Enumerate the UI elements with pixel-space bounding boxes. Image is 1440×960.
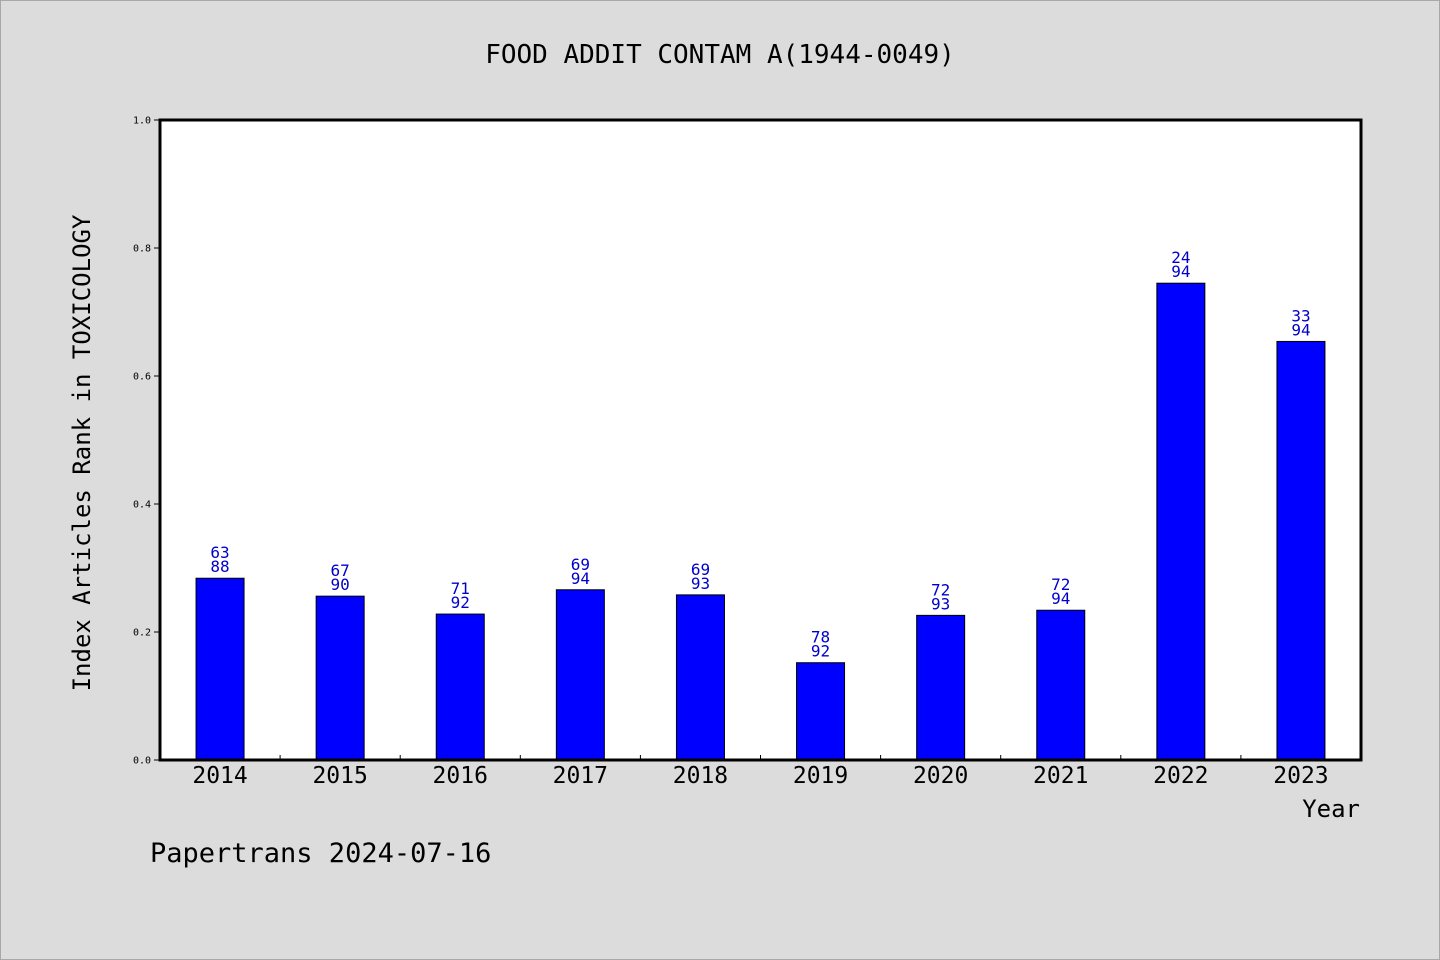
bar-2017 [555, 589, 605, 761]
bar-label-total-2014: 88 [210, 557, 229, 576]
y-tick-label-1.0: 1.0 [133, 116, 151, 127]
y-tick-label-0.4: 0.4 [133, 500, 151, 511]
y-tick-label-0.0: 0.0 [133, 756, 151, 767]
bar-label-total-2015: 90 [331, 575, 350, 594]
y-tick-label-0.2: 0.2 [133, 628, 151, 639]
bar-2022 [1156, 282, 1206, 761]
y-tick-label-0.8: 0.8 [133, 244, 151, 255]
bar-label-total-2018: 93 [691, 574, 710, 593]
bar-label-total-2022: 94 [1171, 262, 1190, 281]
bar-label-rank-2023: 33 [1291, 306, 1310, 325]
chart-title: FOOD ADDIT CONTAM A(1944-0049) [485, 40, 955, 70]
bar-2021 [1036, 609, 1086, 761]
x-tick-label-2023: 2023 [1273, 763, 1328, 789]
x-tick-label-2016: 2016 [433, 763, 488, 789]
bars-group [195, 282, 1326, 761]
bar-2023 [1276, 340, 1326, 761]
y-axis-ticks: 0.0 0.2 0.4 0.6 0.8 1.0 [133, 116, 160, 767]
bar-label-rank-2022: 24 [1171, 248, 1190, 267]
bar-label-rank-2017: 69 [571, 555, 590, 574]
x-tick-label-2017: 2017 [553, 763, 608, 789]
bar-label-rank-2015: 67 [331, 561, 350, 580]
bar-label-rank-2021: 72 [1051, 575, 1070, 594]
bar-label-total-2020: 93 [931, 594, 950, 613]
bar-label-total-2017: 94 [571, 569, 590, 588]
footer-credit: Papertrans 2024-07-16 [150, 838, 491, 869]
bar-2014 [195, 577, 245, 761]
bar-label-rank-2018: 69 [691, 560, 710, 579]
bar-label-total-2023: 94 [1291, 320, 1310, 339]
x-tick-label-2018: 2018 [673, 763, 728, 789]
y-axis-label: Index Articles Rank in TOXICOLOGY [68, 214, 96, 691]
x-tick-label-2021: 2021 [1033, 763, 1088, 789]
bar-2016 [435, 613, 485, 761]
bar-label-total-2021: 94 [1051, 589, 1070, 608]
bar-2018 [675, 594, 725, 761]
x-tick-label-2020: 2020 [913, 763, 968, 789]
bar-label-rank-2014: 63 [210, 543, 229, 562]
bar-2015 [315, 595, 365, 761]
bar-label-rank-2019: 78 [811, 628, 830, 647]
x-axis-label: Year [1302, 795, 1360, 823]
plot-border [158, 118, 1363, 762]
x-tick-label-2014: 2014 [192, 763, 247, 789]
x-tick-label-2019: 2019 [793, 763, 848, 789]
bar-label-rank-2016: 71 [451, 579, 470, 598]
x-tick-label-2022: 2022 [1153, 763, 1208, 789]
bar-label-total-2019: 92 [811, 642, 830, 661]
bar-label-rank-2020: 72 [931, 580, 950, 599]
bar-2020 [916, 614, 966, 761]
bar-2019 [796, 662, 846, 761]
y-tick-label-0.6: 0.6 [133, 372, 151, 383]
x-tick-label-2015: 2015 [312, 763, 367, 789]
x-axis-ticks: 2014 2015 2016 2017 2018 2019 2020 2021 2022 2023 [192, 755, 1329, 789]
bar-label-total-2016: 92 [451, 593, 470, 612]
